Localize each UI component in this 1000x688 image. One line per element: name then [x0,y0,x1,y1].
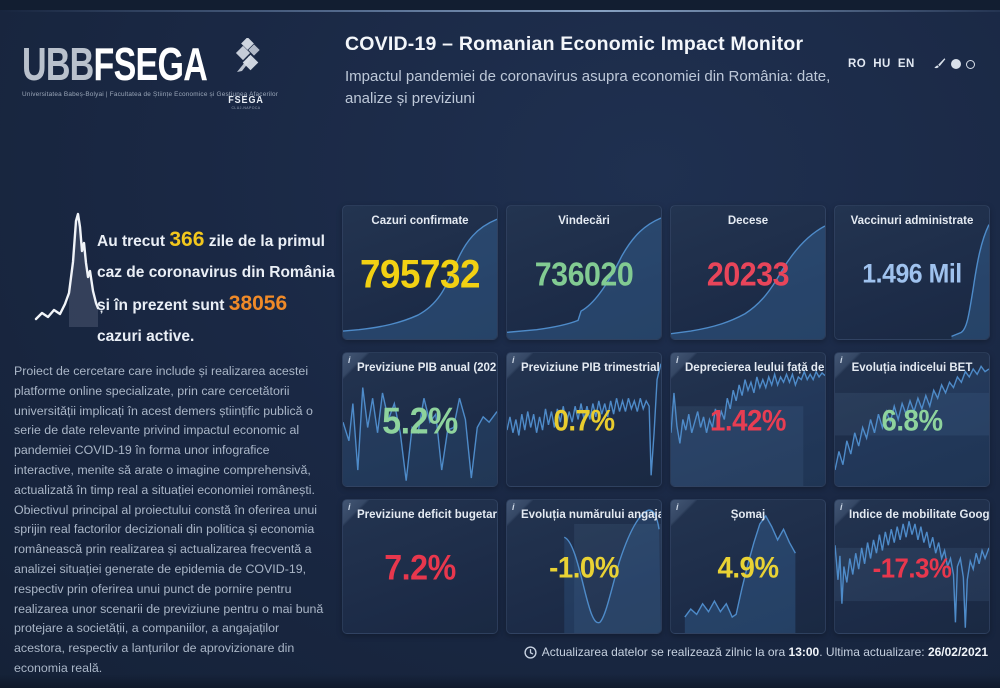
lang-en[interactable]: EN [897,58,915,70]
sparkline-chart [343,353,497,486]
header-title-block: COVID-19 – Romanian Economic Impact Moni… [345,33,835,110]
metrics-grid: Cazuri confirmate 795732 Vindecări 73602… [342,205,990,634]
lang-hu[interactable]: HU [873,58,891,70]
card-title: Vindecări [558,215,610,227]
card-value: 5.2% [382,400,458,442]
sparkline-chart [835,353,989,486]
lang-ro[interactable]: RO [848,58,867,70]
days-count: 366 [169,228,205,251]
fsega-diamond-logo: FSEGA CLUJ-NAPOCA [222,37,270,110]
sparkline-chart [835,206,989,339]
card-value: 1.496 Mil [862,258,962,289]
dark-theme-icon[interactable] [950,59,961,69]
metric-card-3[interactable]: Decese 20233 [670,205,826,340]
fsega-diamond-icon [235,37,260,72]
metric-card-7[interactable]: i Deprecierea leului față de e… 1.42% [670,352,826,487]
card-title: Evoluția indicelui BET [851,362,973,374]
metric-card-1[interactable]: Cazuri confirmate 795732 [342,205,498,340]
sparkline-chart [507,353,661,486]
sparkline-chart [671,206,825,339]
info-icon[interactable]: i [343,353,369,379]
update-text: Actualizarea datelor se realizează zilni… [541,645,988,659]
sparkline-chart [507,206,661,339]
card-title: Evoluția numărului angajațil… [521,509,661,521]
update-date: 26/02/2021 [927,645,988,659]
card-value: 1.42% [710,403,786,437]
metric-card-8[interactable]: i Evoluția indicelui BET 6.8% [834,352,990,487]
active-cases-count: 38056 [228,292,288,315]
header-divider-line [0,10,1000,12]
metric-card-4[interactable]: Vaccinuri administrate 1.496 Mil [834,205,990,340]
card-title: Indice de mobilitate Google [849,509,989,521]
page-title: COVID-19 – Romanian Economic Impact Moni… [345,33,804,55]
metric-card-10[interactable]: i Evoluția numărului angajațil… -1.0% [506,499,662,634]
metric-card-9[interactable]: i Previziune deficit bugetar a… 7.2% [342,499,498,634]
card-value: 4.9% [717,550,779,584]
ubb-fsega-logo[interactable]: UBBFSEGA Universitatea Babeș-Bolyai | Fa… [22,37,279,110]
logo-wordmark: UBBFSEGA [22,38,208,90]
brush-icon[interactable] [932,57,946,71]
project-description: Proiect de cercetare care include și rea… [14,364,324,675]
info-icon[interactable]: i [671,500,697,526]
card-value: 736020 [534,255,634,293]
metric-card-11[interactable]: i Șomaj 4.9% [670,499,826,634]
bottom-fade [0,674,1000,688]
card-title: Previziune PIB anual (2021) [357,362,497,374]
card-title: Previziune deficit bugetar a… [357,509,497,521]
sparkline-chart [507,500,661,633]
card-title: Cazuri confirmate [371,215,469,227]
info-icon[interactable]: i [671,353,697,379]
update-status: Actualizarea datelor se realizează zilni… [524,645,988,659]
card-title: Vaccinuri administrate [850,215,974,227]
card-value: 20233 [706,255,790,293]
epidemic-curve-icon [34,212,100,327]
card-value: 795732 [359,251,481,296]
page-subtitle: Impactul pandemiei de coronavirus asupra… [345,68,831,107]
sparkline-chart [343,206,497,339]
logo-subtitle: Universitatea Babeș-Bolyai | Facultatea … [22,91,279,98]
theme-controls [932,57,975,71]
info-icon[interactable]: i [343,500,369,526]
card-value: 0.7% [553,403,615,437]
metric-card-12[interactable]: i Indice de mobilitate Google -17.3% [834,499,990,634]
update-time: 13:00 [788,645,820,659]
card-value: -1.0% [549,550,619,584]
card-value: -17.3% [872,551,952,583]
sparkline-chart [671,500,825,633]
clock-icon [524,645,537,659]
sparkline-chart [835,500,989,633]
info-icon[interactable]: i [835,500,861,526]
sparkline-chart [671,353,825,486]
top-strip [0,0,1000,10]
intro-text: Au trecut 366 zile de la primul caz de c… [97,228,335,345]
info-icon[interactable]: i [507,353,533,379]
metric-card-2[interactable]: Vindecări 736020 [506,205,662,340]
language-switcher: RO HU EN [848,57,975,71]
metric-card-6[interactable]: i Previziune PIB trimestrial (Q… 0.7% [506,352,662,487]
card-title: Deprecierea leului față de e… [685,362,825,374]
light-theme-icon[interactable] [965,59,975,69]
card-value: 6.8% [881,403,943,437]
card-title: Șomaj [730,509,766,521]
card-value: 7.2% [384,548,456,588]
metric-card-5[interactable]: i Previziune PIB anual (2021) 5.2% [342,352,498,487]
card-title: Decese [727,215,769,227]
card-title: Previziune PIB trimestrial (Q… [521,362,661,374]
info-icon[interactable]: i [507,500,533,526]
info-icon[interactable]: i [835,353,861,379]
